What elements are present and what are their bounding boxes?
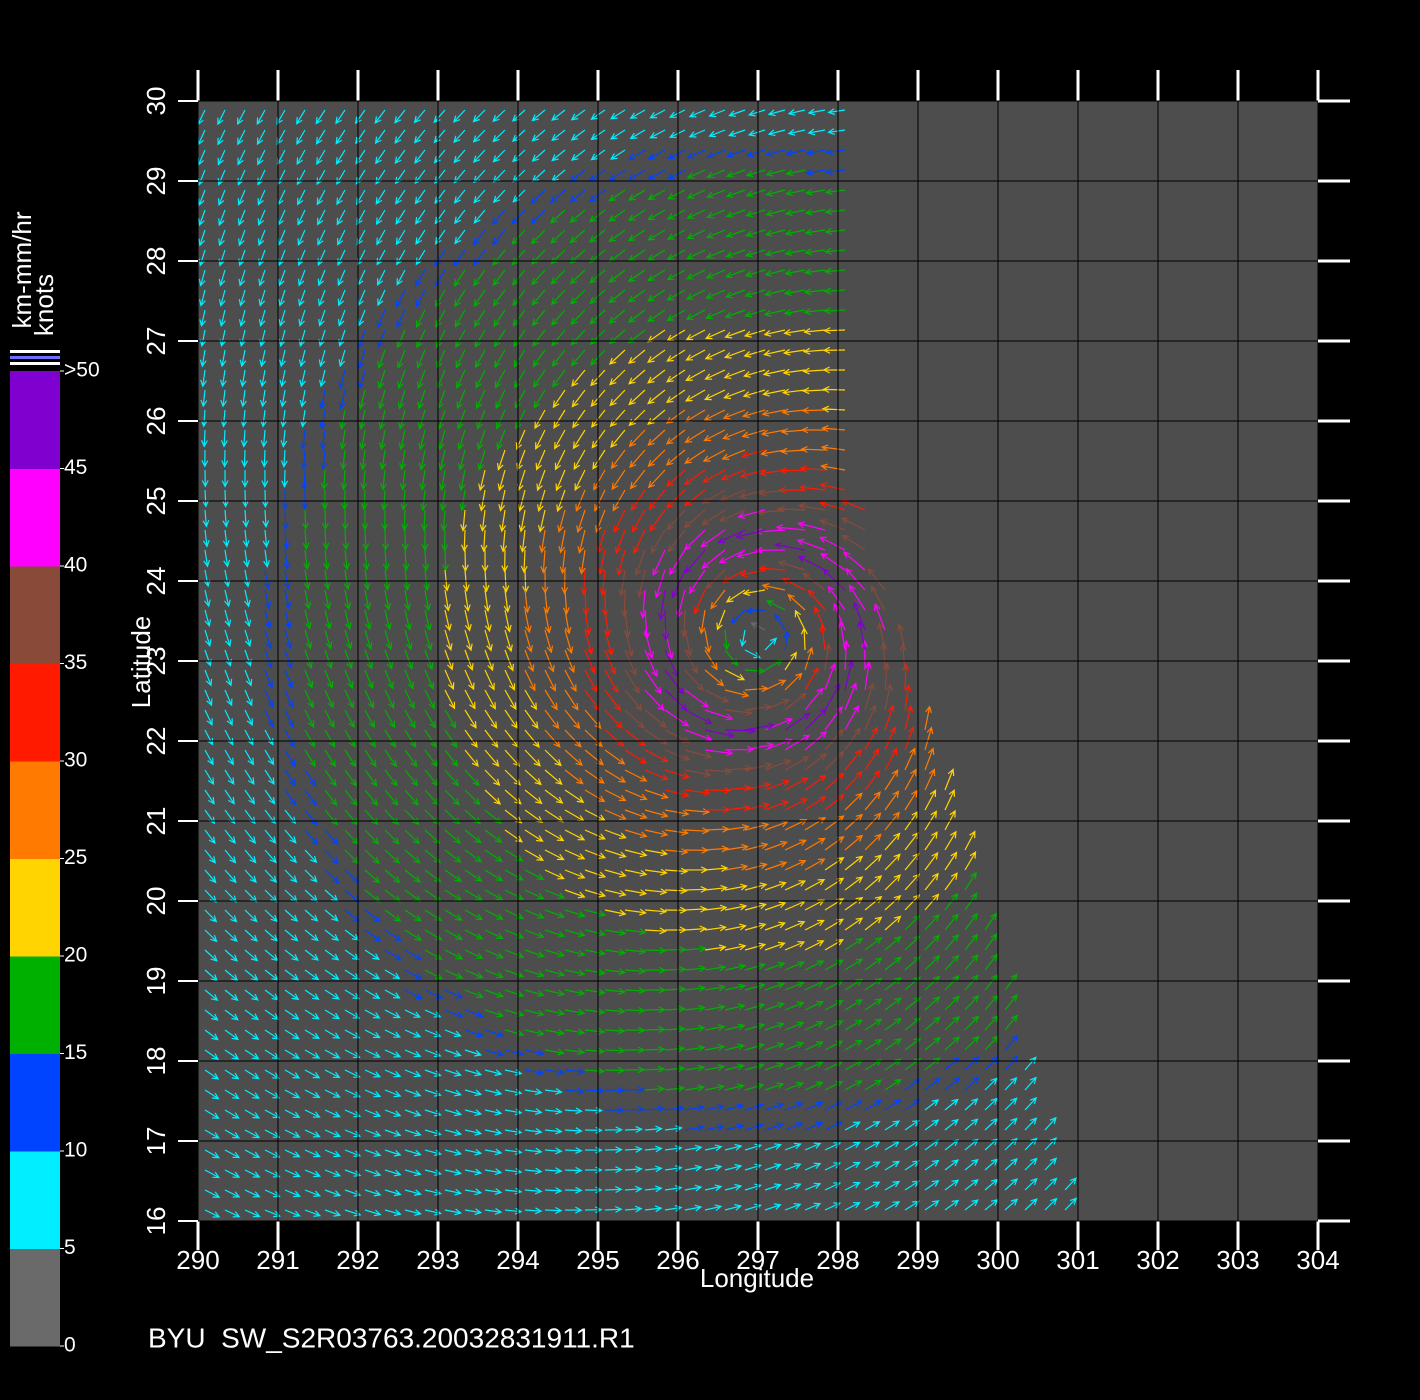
y-tick-label: 19 (141, 967, 171, 996)
colorbar-cap (10, 356, 60, 359)
colorbar-tick-label: 25 (64, 846, 87, 869)
title: BYU SW_S2R03763.20032831911.R1 (148, 1322, 635, 1353)
x-axis-label: Longitude (700, 1263, 814, 1293)
colorbar-segment (10, 1248, 60, 1347)
x-tick-label: 293 (416, 1245, 459, 1275)
colorbar-tick-label: 45 (64, 456, 87, 479)
colorbar-tick-label: 10 (64, 1139, 87, 1162)
colorbar-segment (10, 566, 60, 664)
colorbar-segment (10, 1053, 60, 1152)
x-tick-label: 303 (1216, 1245, 1259, 1275)
x-tick-label: 302 (1136, 1245, 1179, 1275)
colorbar-cap (10, 362, 60, 365)
colorbar-tick-label: 20 (64, 944, 87, 967)
colorbar-segment (10, 761, 60, 859)
x-tick-label: 304 (1296, 1245, 1339, 1275)
wind-arrows (443, 327, 977, 952)
colorbar-tick-label: 0 (64, 1334, 76, 1357)
colorbar-tick-label: 40 (64, 554, 87, 577)
y-tick-label: 25 (141, 487, 171, 516)
colorbar-tick-label: 15 (64, 1041, 87, 1064)
x-tick-label: 292 (336, 1245, 379, 1275)
y-tick-label: 20 (141, 887, 171, 916)
colorbar-cap (10, 350, 60, 353)
wind-vectors (197, 108, 1078, 1218)
colorbar-segment (10, 663, 60, 762)
colorbar-segment (10, 468, 60, 567)
x-tick-label: 295 (576, 1245, 619, 1275)
x-tick-label: 300 (976, 1245, 1019, 1275)
x-tick-label: 294 (496, 1245, 539, 1275)
wind-arrows (523, 406, 936, 871)
y-tick-label: 16 (141, 1207, 171, 1236)
wind-arrows (263, 148, 1019, 1132)
colorbar-segment (10, 371, 60, 469)
y-tick-label: 21 (141, 807, 171, 836)
colorbar-segment (10, 858, 60, 957)
x-tick-label: 297 (736, 1245, 779, 1275)
colorbar-tick-label: 35 (64, 651, 87, 674)
colorbar-unit: knots (29, 274, 59, 336)
y-tick-label: 30 (141, 87, 171, 116)
x-tick-label: 291 (256, 1245, 299, 1275)
colorbar-tick-label: >50 (64, 359, 100, 382)
y-tick-label: 22 (141, 727, 171, 756)
x-tick-label: 299 (896, 1245, 939, 1275)
y-tick-label: 28 (141, 247, 171, 276)
y-tick-label: 18 (141, 1047, 171, 1076)
colorbar-unit: km-mm/hr (7, 211, 37, 328)
x-tick-label: 301 (1056, 1245, 1099, 1275)
wind-arrows (639, 509, 886, 757)
y-tick-label: 29 (141, 167, 171, 196)
x-tick-label: 290 (176, 1245, 219, 1275)
wind-arrows (197, 108, 1078, 1218)
x-tick-label: 298 (816, 1245, 859, 1275)
y-tick-label: 23 (141, 647, 171, 676)
wind-arrows (580, 449, 915, 814)
colorbar-segment (10, 956, 60, 1054)
y-tick-label: 24 (141, 567, 171, 596)
x-tick-label: 296 (656, 1245, 699, 1275)
y-tick-label: 27 (141, 327, 171, 356)
colorbar-tick-label: 5 (64, 1236, 76, 1259)
y-tick-label: 17 (141, 1127, 171, 1156)
y-axis-label: Latitude (126, 616, 156, 709)
y-tick-label: 26 (141, 407, 171, 436)
colorbar-segment (10, 1151, 60, 1249)
colorbar-tick-label: 30 (64, 749, 87, 772)
wind-arrows (618, 489, 907, 778)
wind-arrows (302, 169, 1018, 1093)
